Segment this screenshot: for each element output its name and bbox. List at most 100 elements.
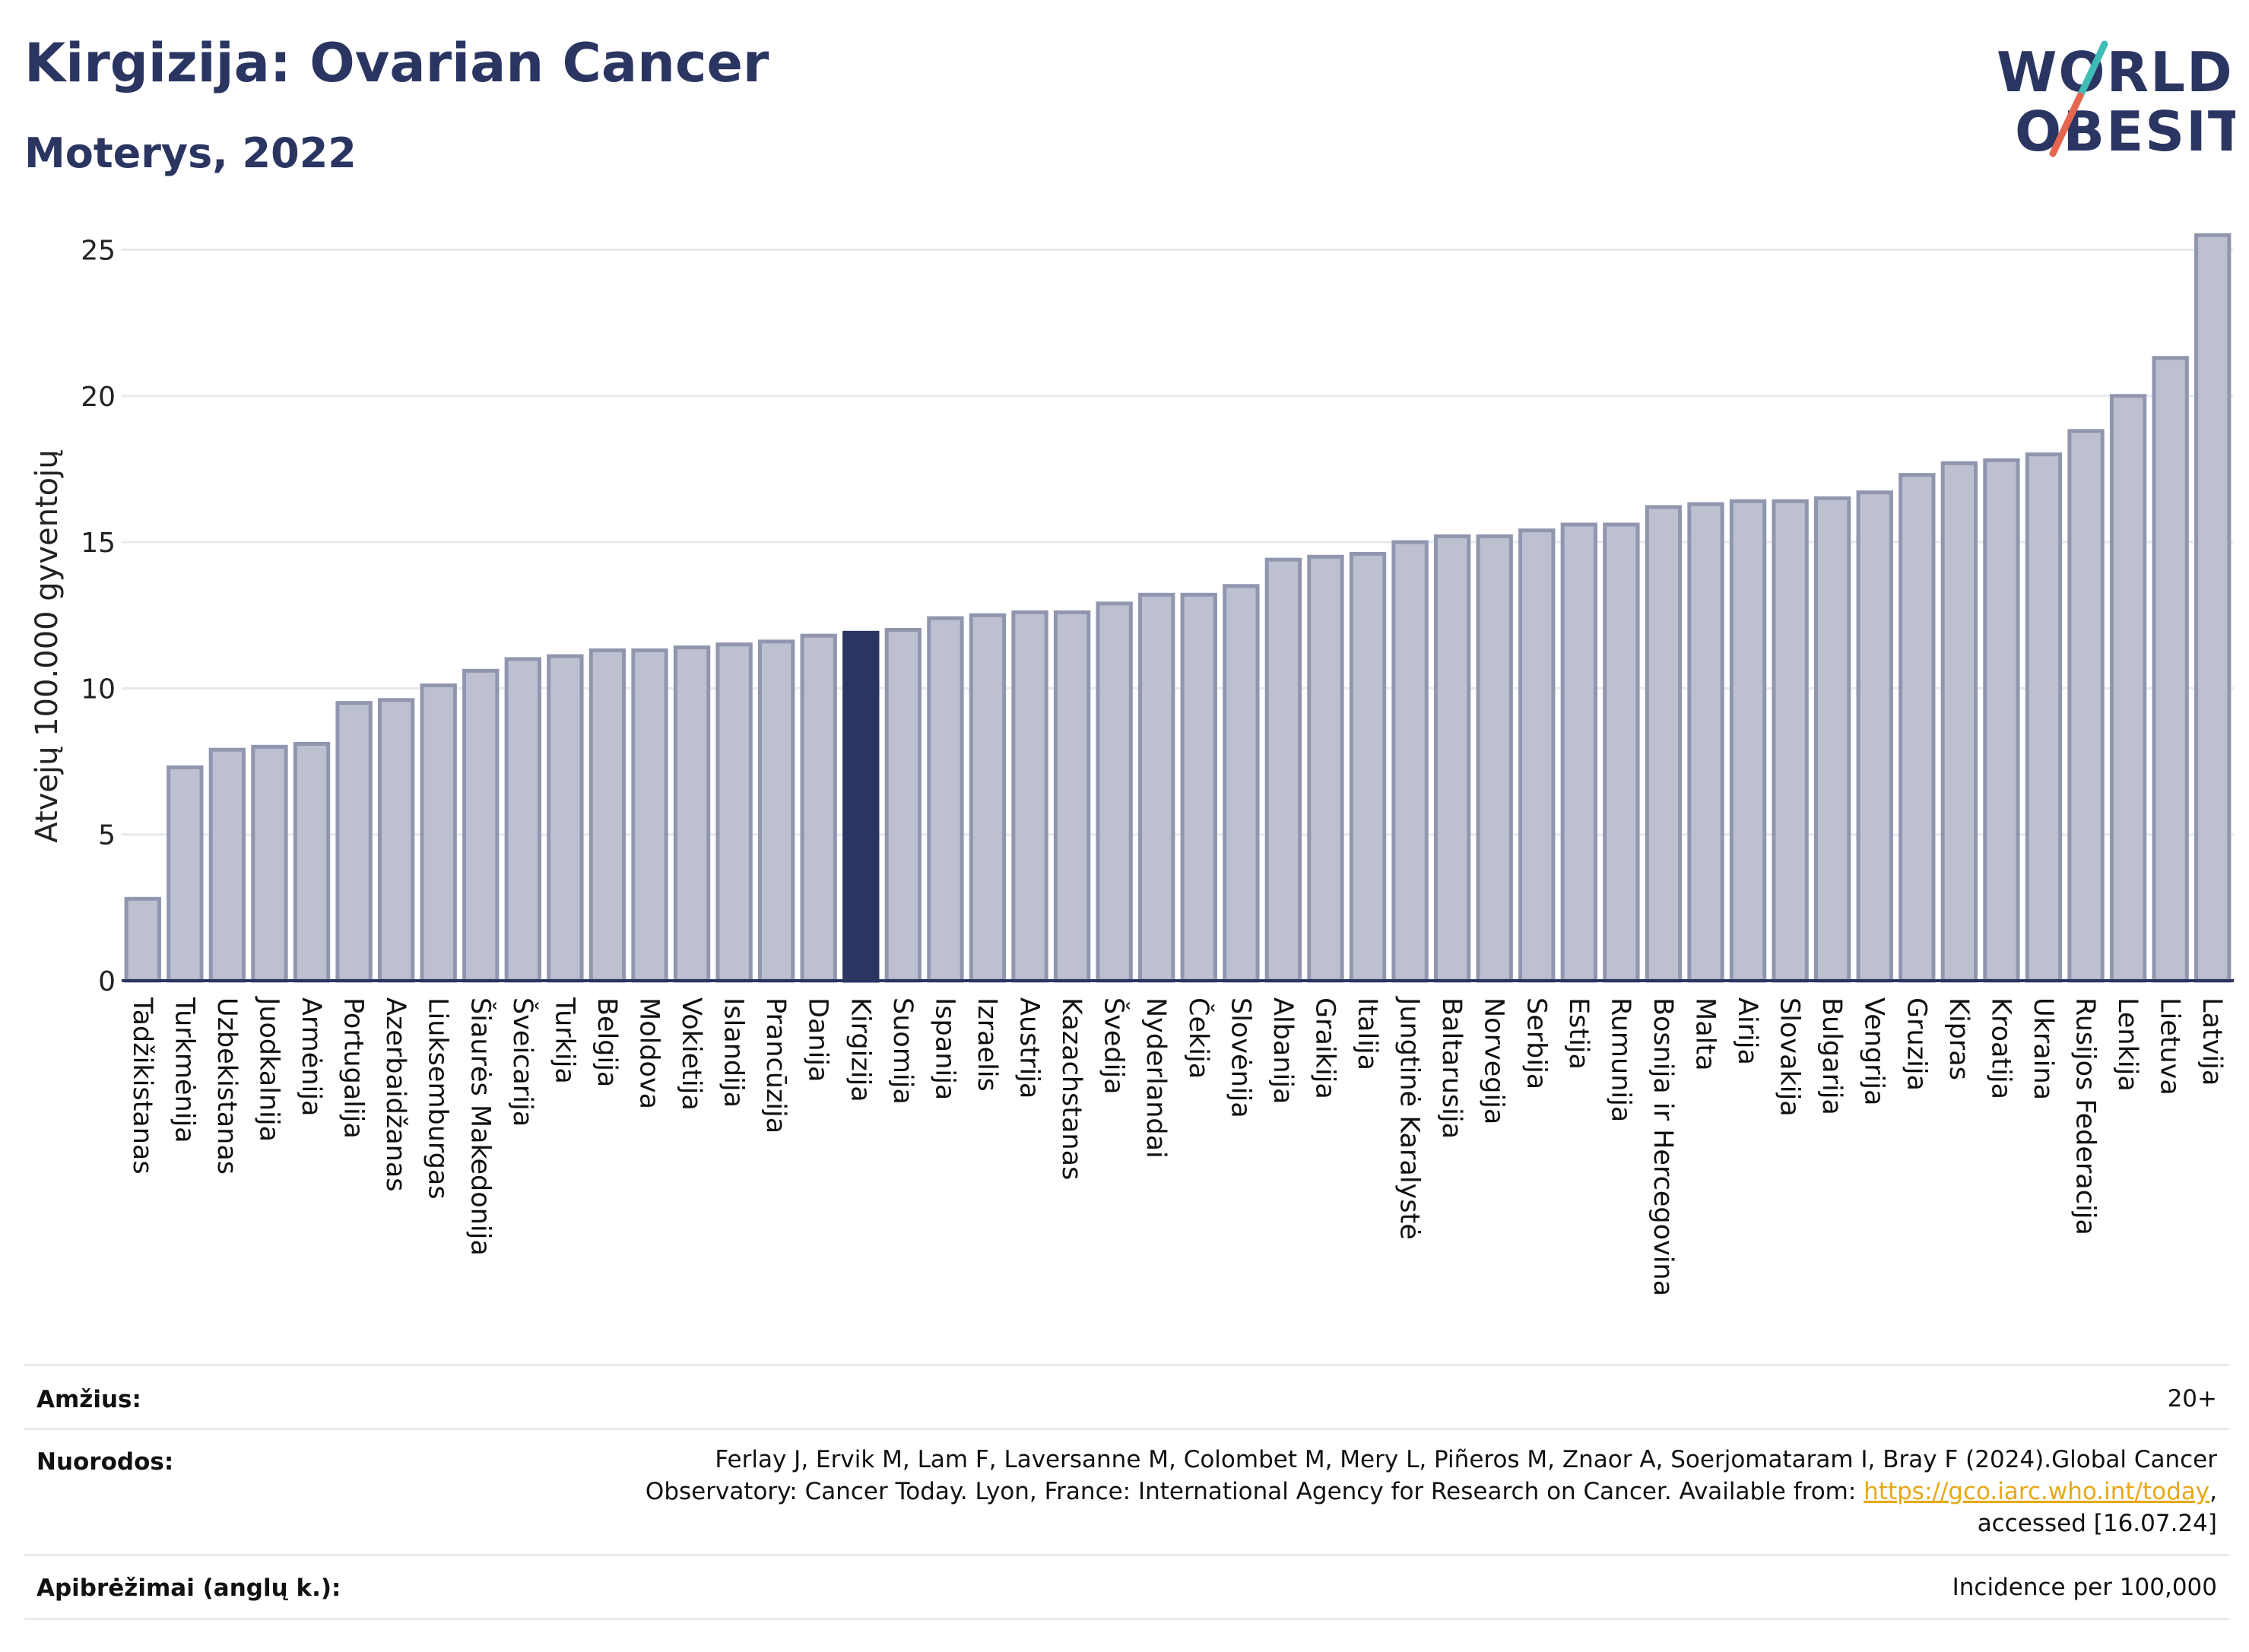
references-link[interactable]: https://gco.iarc.who.int/today bbox=[1864, 1478, 2210, 1505]
bar bbox=[631, 648, 668, 983]
references-line1: Ferlay J, Ervik M, Lam F, Laversanne M, … bbox=[715, 1446, 2217, 1473]
x-category-label: Rusijos Federacija bbox=[2070, 997, 2101, 1235]
bar bbox=[1307, 554, 1344, 983]
references-text: Ferlay J, Ervik M, Lam F, Laversanne M, … bbox=[646, 1444, 2217, 1539]
bar bbox=[1687, 502, 1724, 983]
bar-highlighted bbox=[842, 630, 880, 983]
bar bbox=[800, 633, 837, 983]
definitions-value: Incidence per 100,000 bbox=[1952, 1574, 2217, 1601]
bar bbox=[1096, 601, 1133, 983]
info-row-age: Amžius: 20+ bbox=[24, 1364, 2229, 1430]
bar bbox=[2194, 233, 2232, 983]
y-tick-label: 0 bbox=[98, 966, 116, 997]
bar bbox=[2152, 356, 2189, 983]
x-category-label: Turkmėnija bbox=[169, 997, 199, 1143]
x-category-label: Kipras bbox=[1943, 997, 1974, 1080]
x-category-label: Jungtinė Karalystė bbox=[1394, 996, 1425, 1240]
bar bbox=[1940, 461, 1978, 983]
y-axis-title: Atvejų 100.000 gyventojų bbox=[30, 449, 65, 842]
x-category-labels: Tadžikistanas Turkmėnija Uzbekistanas Juodk… bbox=[127, 996, 2227, 1296]
x-category-label: Bosnija ir Hercegovina bbox=[1648, 997, 1678, 1296]
x-category-label: Lenkija bbox=[2112, 997, 2143, 1092]
x-category-label: Liuksemburgas bbox=[423, 997, 453, 1200]
x-category-label: Moldova bbox=[634, 997, 665, 1109]
x-category-label: Albanija bbox=[1267, 997, 1298, 1104]
bar bbox=[1433, 534, 1471, 983]
bar bbox=[1603, 522, 1640, 983]
bar bbox=[1772, 499, 1809, 983]
x-category-label: Estija bbox=[1563, 997, 1594, 1070]
bar bbox=[1729, 499, 1767, 983]
logo-slash-coral bbox=[2049, 92, 2084, 157]
bar bbox=[124, 896, 161, 983]
x-category-label: Belgija bbox=[592, 997, 622, 1087]
x-category-label: Rumunija bbox=[1605, 997, 1635, 1122]
x-category-label: Austrija bbox=[1014, 997, 1045, 1099]
x-category-label: Juodkalnija bbox=[253, 996, 284, 1142]
bar bbox=[1264, 557, 1302, 983]
x-category-label: Serbija bbox=[1521, 997, 1551, 1089]
x-category-label: Danija bbox=[803, 997, 833, 1082]
y-tick-label: 15 bbox=[81, 528, 116, 559]
world-obesity-logo: WORLD OBESITY bbox=[1997, 40, 2235, 160]
x-category-label: Vengrija bbox=[1859, 997, 1889, 1105]
x-category-label: Suomija bbox=[887, 997, 918, 1105]
y-tick-labels: 0 5 10 15 20 25 bbox=[81, 235, 116, 997]
info-row-references: Nuorodos: Ferlay J, Ervik M, Lam F, Lave… bbox=[24, 1428, 2229, 1556]
x-category-label: Kroatija bbox=[1985, 997, 2016, 1099]
x-category-label: Uzbekistanas bbox=[211, 997, 242, 1175]
y-tick-label: 25 bbox=[81, 235, 116, 266]
x-category-label: Portugalija bbox=[338, 997, 369, 1139]
bar bbox=[504, 657, 541, 983]
bar bbox=[293, 741, 331, 983]
x-category-label: Kazachstanas bbox=[1056, 997, 1086, 1180]
bar bbox=[969, 613, 1007, 983]
bar bbox=[1223, 584, 1260, 983]
logo-slash-teal bbox=[2076, 40, 2108, 100]
bar bbox=[1983, 458, 2020, 983]
x-category-label: Ukraina bbox=[2028, 997, 2058, 1100]
x-category-label: Lietuva bbox=[2155, 997, 2185, 1096]
x-category-label: Vokietija bbox=[676, 997, 706, 1111]
y-tick-label: 20 bbox=[81, 382, 116, 413]
x-category-label: Gruzija bbox=[1901, 997, 1931, 1091]
x-category-label: Kirgizija bbox=[845, 997, 875, 1102]
x-category-label: Šveicarija bbox=[507, 997, 539, 1127]
x-category-label: Izraelis bbox=[972, 997, 1002, 1092]
bar bbox=[1053, 610, 1091, 983]
x-category-label: Armėnija bbox=[296, 997, 326, 1116]
x-category-label: Slovakija bbox=[1775, 997, 1805, 1117]
bar bbox=[1814, 496, 1851, 983]
x-category-label: Azerbaidžanas bbox=[380, 997, 411, 1192]
bar bbox=[1645, 505, 1683, 983]
x-category-label: Čekija bbox=[1183, 997, 1215, 1079]
info-row-definitions: Apibrėžimai (anglų k.): Incidence per 10… bbox=[24, 1554, 2229, 1620]
y-tick-label: 5 bbox=[98, 820, 116, 851]
x-category-label: Islandija bbox=[718, 997, 749, 1108]
x-category-label: Prancūzija bbox=[760, 997, 791, 1134]
age-label: Amžius: bbox=[36, 1386, 141, 1413]
definitions-label: Apibrėžimai (anglų k.): bbox=[36, 1574, 341, 1602]
x-category-label: Latvija bbox=[2197, 997, 2227, 1086]
references-line2: Observatory: Cancer Today. Lyon, France:… bbox=[646, 1476, 2217, 1508]
x-category-label: Norvegija bbox=[1479, 997, 1509, 1124]
bar bbox=[758, 639, 795, 983]
chart-title: Kirgizija: Ovarian Cancer bbox=[24, 32, 769, 94]
bar bbox=[884, 627, 922, 983]
x-category-label: Malta bbox=[1690, 997, 1721, 1071]
bar bbox=[377, 698, 415, 983]
bar bbox=[1476, 534, 1513, 983]
bar bbox=[1138, 592, 1175, 983]
bar bbox=[1560, 522, 1597, 983]
bar bbox=[1856, 490, 1893, 983]
bar-chart: 0 5 10 15 20 25 Tadžikistanas Turkmėnija Uzbeki… bbox=[30, 233, 2234, 1296]
y-tick-label: 10 bbox=[81, 674, 116, 705]
references-label: Nuorodos: bbox=[36, 1448, 174, 1476]
bar bbox=[673, 645, 711, 983]
bottom-divider bbox=[24, 1618, 2229, 1620]
bars bbox=[124, 233, 2232, 983]
bar bbox=[547, 654, 584, 983]
bar bbox=[2109, 394, 2147, 983]
bar bbox=[1391, 540, 1429, 983]
bar bbox=[208, 747, 246, 983]
